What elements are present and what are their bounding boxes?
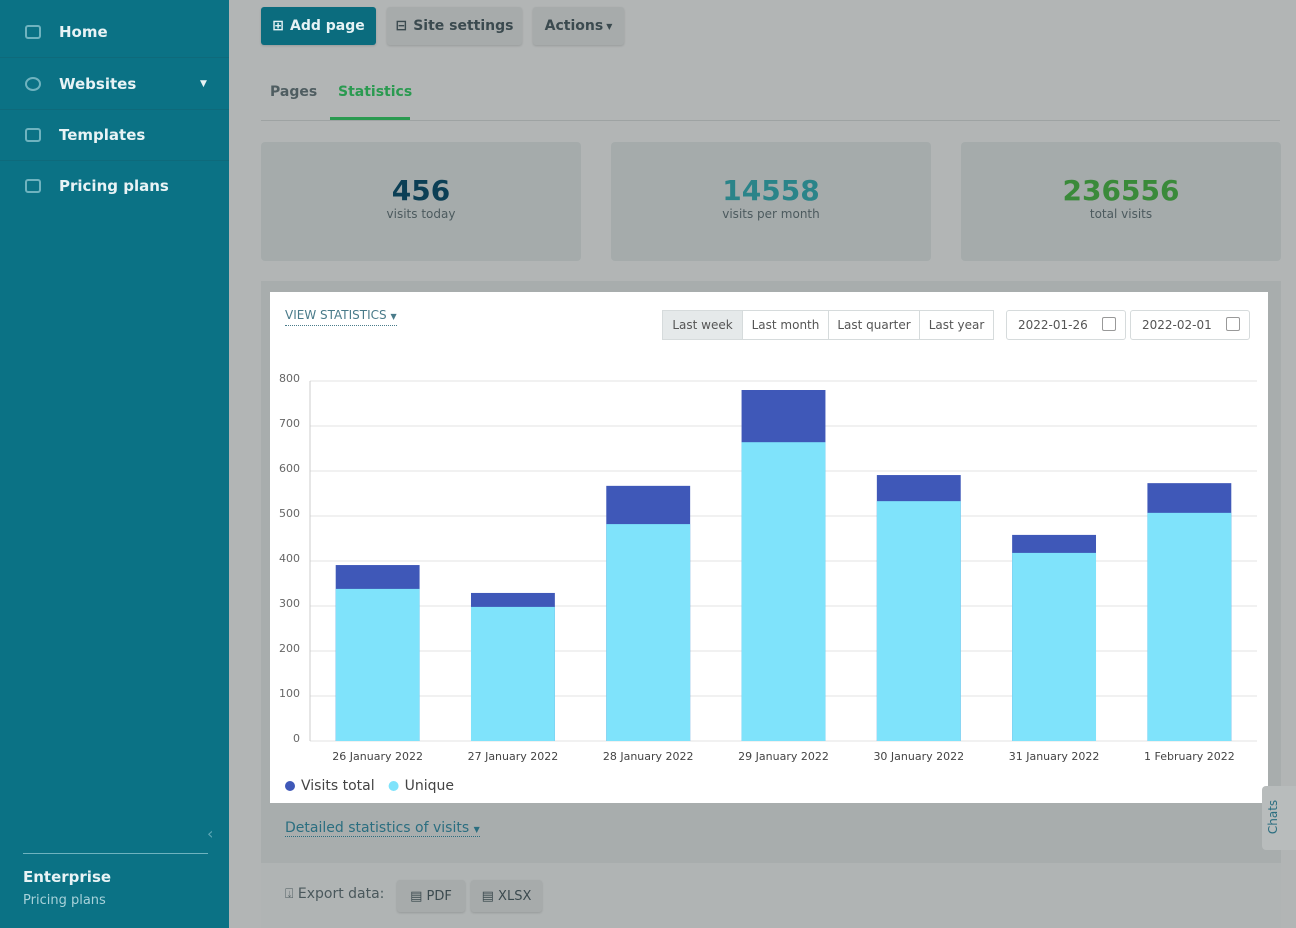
nav-label: Pricing plans: [59, 176, 169, 195]
bar: [606, 524, 691, 741]
detailed-label: Detailed statistics of visits: [285, 820, 470, 836]
bar: [1147, 512, 1232, 741]
nav-pricing[interactable]: Pricing plans: [0, 160, 229, 211]
x-tick-label: 1 February 2022: [1144, 750, 1235, 763]
range-button[interactable]: Last week: [662, 310, 743, 340]
nav-home[interactable]: Home: [0, 6, 229, 58]
tab-pages[interactable]: Pages: [270, 84, 318, 100]
bar: [335, 588, 420, 741]
nav-label: Websites: [59, 74, 137, 93]
x-tick-label: 28 January 2022: [603, 750, 694, 763]
y-tick-label: 500: [279, 507, 300, 520]
site-settings-button[interactable]: ⊟ Site settings: [387, 7, 522, 45]
stat-card: 14558 visits per month: [611, 142, 931, 261]
plan: Enterprise: [23, 868, 112, 886]
tab-rule: [261, 120, 1280, 121]
bar: [741, 442, 826, 741]
tab-statistics[interactable]: Statistics: [338, 84, 413, 100]
bar: [470, 606, 555, 741]
stat-card: 236556 total visits: [961, 142, 1281, 261]
legend-marker: [388, 781, 399, 791]
stat-card: 456 visits today: [261, 142, 581, 261]
button-label: Site settings: [413, 18, 514, 34]
nav-label: Templates: [59, 125, 146, 144]
view-statistics-label: VIEW STATISTICS: [285, 308, 387, 322]
chart: 0 100 200 300 400 500 600 700 800 26 January 2022…: [279, 372, 1257, 794]
y-tick-label: 400: [279, 552, 300, 565]
range-button[interactable]: Last month: [742, 310, 829, 340]
detailed-link[interactable]: Detailed statistics of visits ▼: [285, 820, 480, 837]
stat-value: 456: [391, 174, 451, 207]
stat-label: visits per month: [722, 207, 820, 221]
nav-label: Home: [59, 22, 108, 41]
button-label: XLSX: [498, 888, 532, 904]
sidebar: Home Websites ▼ Templates Pricing plans ‹…: [0, 0, 229, 928]
export-pdf[interactable]: ▤ PDF: [397, 880, 465, 912]
legend-label: Unique: [405, 778, 454, 794]
range-button[interactable]: Last quarter: [828, 310, 920, 340]
button-label: Add page: [289, 18, 365, 34]
view-statistics[interactable]: VIEW STATISTICS ▼: [285, 308, 397, 326]
y-tick-label: 600: [279, 462, 300, 475]
stat-value: 236556: [1062, 174, 1180, 207]
legend-label: Visits total: [301, 778, 375, 794]
chats-label: Chats: [1266, 799, 1281, 835]
export-xlsx[interactable]: ▤ XLSX: [471, 880, 542, 912]
tab-indicator: [330, 117, 410, 120]
button-label: PDF: [426, 888, 452, 904]
nav-templates[interactable]: Templates: [0, 109, 229, 161]
x-tick-label: 31 January 2022: [1009, 750, 1100, 763]
date-value: 2022-01-26: [1018, 318, 1088, 332]
divider: [23, 853, 208, 854]
nav-websites[interactable]: Websites ▼: [0, 58, 229, 110]
legend-marker: [285, 781, 295, 791]
collapse[interactable]: ‹: [207, 824, 214, 843]
plan-link[interactable]: Pricing plans: [23, 893, 106, 908]
actions-button[interactable]: Actions ▼: [533, 7, 624, 45]
y-tick-label: 0: [293, 732, 300, 745]
x-tick-label: 30 January 2022: [873, 750, 964, 763]
y-tick-label: 200: [279, 642, 300, 655]
x-tick-label: 26 January 2022: [332, 750, 423, 763]
range-button[interactable]: Last year: [919, 310, 994, 340]
x-tick-label: 27 January 2022: [468, 750, 559, 763]
button-label: Actions: [544, 18, 604, 34]
date-input[interactable]: 2022-01-26: [1006, 310, 1126, 340]
date-value: 2022-02-01: [1142, 318, 1212, 332]
y-tick-label: 800: [279, 372, 300, 385]
export-label: ⍗ Export data:: [285, 886, 385, 902]
y-tick-label: 300: [279, 597, 300, 610]
add-page-button[interactable]: ⊞ Add page: [261, 7, 376, 45]
export-label-text: Export data:: [297, 886, 385, 902]
stat-label: visits today: [386, 207, 456, 221]
stat-value: 14558: [722, 174, 820, 207]
chats-tab[interactable]: Chats: [1262, 786, 1296, 850]
bar: [1012, 552, 1097, 741]
bar: [876, 501, 961, 741]
stat-label: total visits: [1089, 207, 1153, 221]
y-tick-label: 700: [279, 417, 300, 430]
x-tick-label: 29 January 2022: [738, 750, 829, 763]
date-input[interactable]: 2022-02-01: [1130, 310, 1250, 340]
y-tick-label: 100: [279, 687, 300, 700]
